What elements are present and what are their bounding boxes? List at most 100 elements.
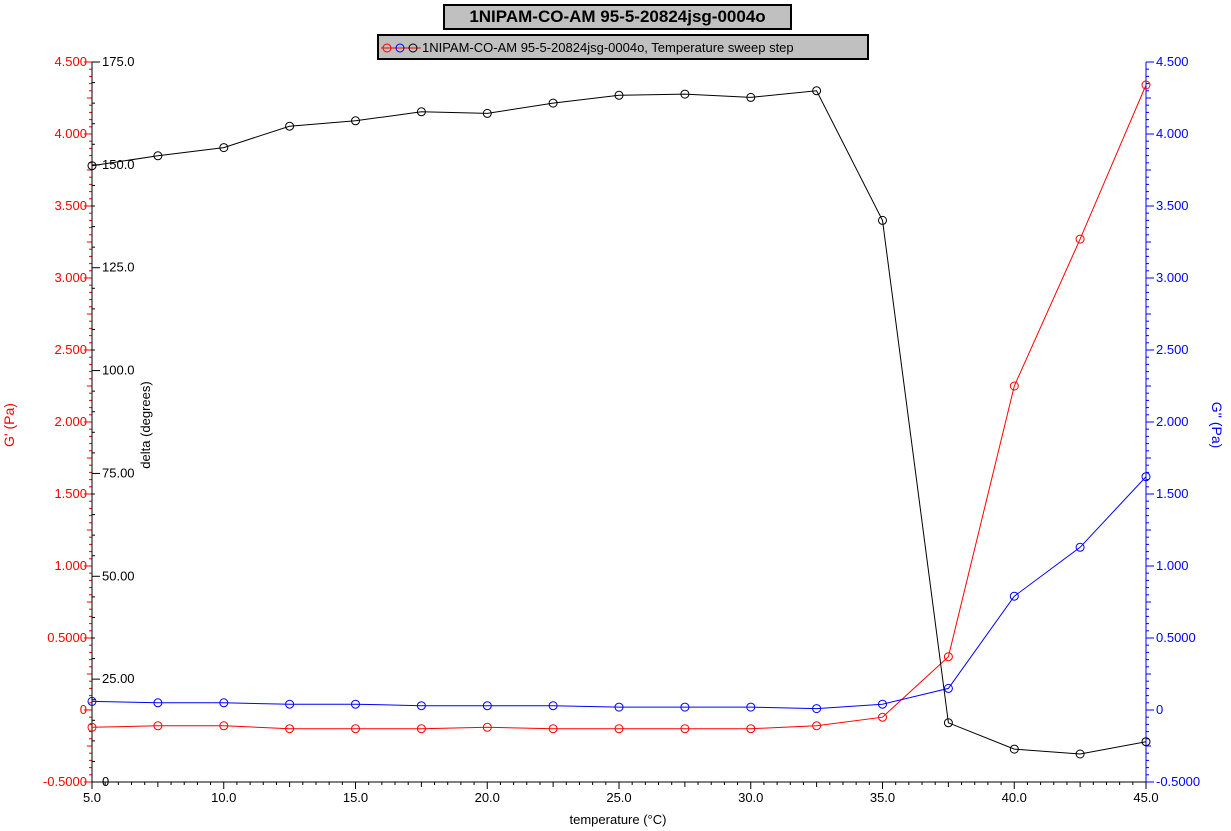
data-point-gdoubleprime — [482, 701, 492, 711]
data-point-delta — [416, 107, 426, 117]
data-point-gprime — [285, 724, 295, 734]
data-point-gprime — [153, 721, 163, 731]
x-tick-label: 45.0 — [1133, 790, 1158, 805]
y-right-tick-label: -0.5000 — [1156, 774, 1200, 789]
y-left-tick-label: 0.5000 — [47, 630, 87, 645]
y-left-tick-label: 0 — [80, 702, 87, 717]
data-point-gdoubleprime — [1009, 591, 1019, 601]
data-point-delta — [87, 161, 97, 171]
y-inner-tick-label: 50.00 — [102, 568, 135, 583]
data-point-delta — [878, 215, 887, 225]
data-point-delta — [1009, 744, 1019, 754]
data-point-gprime — [1009, 381, 1019, 391]
x-tick-label: 30.0 — [738, 790, 763, 805]
y-inner-tick-label: 175.0 — [102, 54, 135, 69]
y-right-tick-label: 2.000 — [1156, 414, 1189, 429]
y-inner-tick-label: 100.0 — [102, 363, 135, 378]
y-right-tick-label: 4.000 — [1156, 126, 1189, 141]
series-line-gdoubleprime — [91, 476, 1147, 710]
chart-title: 1NIPAM-CO-AM 95-5-20824jsg-0004o — [443, 4, 792, 30]
data-point-gprime — [87, 722, 97, 732]
data-point-gdoubleprime — [1075, 542, 1085, 552]
data-point-delta — [153, 151, 163, 161]
y-inner-tick-label: 150.0 — [102, 157, 135, 172]
data-point-delta — [1075, 749, 1085, 759]
x-tick-label: 10.0 — [211, 790, 236, 805]
y-left-tick-label: 1.500 — [54, 486, 87, 501]
y-left-tick-label: 1.000 — [54, 558, 87, 573]
data-point-gprime — [680, 724, 690, 734]
axes: 5.0 10.0 15.0 20.0 25.0 30.0 35.0 40.0 45.0-0.50… — [43, 54, 1200, 805]
series-line-delta — [91, 90, 1147, 755]
y-axis-label-left: G' (Pa) — [1, 403, 17, 447]
y-right-tick-label: 2.500 — [1156, 342, 1189, 357]
data-point-gdoubleprime — [219, 698, 229, 708]
data-point-gprime — [812, 721, 822, 731]
data-point-gdoubleprime — [548, 701, 558, 711]
data-point-gdoubleprime — [285, 699, 295, 709]
y-left-tick-label: 2.500 — [54, 342, 87, 357]
data-point-gprime — [746, 724, 756, 734]
data-point-gprime — [416, 724, 426, 734]
data-point-gprime — [943, 652, 953, 662]
y-left-tick-label: 2.000 — [54, 414, 87, 429]
x-tick-label: 15.0 — [343, 790, 368, 805]
data-point-gdoubleprime — [351, 699, 360, 709]
data-point-gprime — [219, 721, 229, 731]
data-point-gprime — [1141, 80, 1151, 90]
data-point-gprime — [482, 722, 492, 732]
y-right-tick-label: 1.000 — [1156, 558, 1189, 573]
legend-symbol — [381, 43, 421, 53]
data-point-gdoubleprime — [153, 698, 163, 708]
y-right-tick-label: 4.500 — [1156, 54, 1189, 69]
data-point-delta — [548, 98, 558, 108]
y-right-tick-label: 1.500 — [1156, 486, 1189, 501]
y-inner-tick-label: 0 — [102, 774, 109, 789]
data-point-gdoubleprime — [87, 696, 97, 706]
data-point-delta — [614, 90, 624, 100]
x-tick-label: 20.0 — [475, 790, 500, 805]
data-point-gdoubleprime — [943, 683, 953, 693]
y-right-tick-label: 3.000 — [1156, 270, 1189, 285]
y-left-tick-label: 4.500 — [54, 54, 87, 69]
data-point-gprime — [1075, 234, 1085, 244]
data-point-delta — [680, 89, 690, 99]
y-right-tick-label: 0 — [1156, 702, 1163, 717]
x-tick-label: 5.0 — [83, 790, 101, 805]
data-point-gdoubleprime — [812, 704, 822, 714]
data-point-delta — [812, 86, 822, 96]
legend: 1NIPAM-CO-AM 95-5-20824jsg-0004o, Temper… — [377, 34, 869, 60]
y-axis-label-inner: delta (degrees) — [138, 381, 153, 468]
x-tick-label: 40.0 — [1002, 790, 1027, 805]
y-left-tick-label: 3.000 — [54, 270, 87, 285]
data-point-delta — [219, 143, 229, 153]
x-axis-label: temperature (°C) — [570, 812, 667, 827]
y-right-tick-label: 0.5000 — [1156, 630, 1196, 645]
series-line-gprime — [91, 84, 1147, 730]
y-right-tick-label: 3.500 — [1156, 198, 1189, 213]
data-point-delta — [351, 116, 360, 126]
data-point-gdoubleprime — [878, 699, 887, 709]
legend-label: 1NIPAM-CO-AM 95-5-20824jsg-0004o, Temper… — [422, 40, 794, 55]
y-inner-tick-label: 25.00 — [102, 671, 135, 686]
data-point-gdoubleprime — [416, 701, 426, 711]
data-point-gprime — [614, 724, 624, 734]
data-point-gdoubleprime — [1141, 472, 1151, 482]
data-point-gprime — [878, 712, 887, 722]
data-point-delta — [746, 92, 756, 102]
series-layer — [87, 80, 1151, 759]
data-point-gdoubleprime — [746, 702, 756, 712]
data-point-delta — [1141, 737, 1151, 747]
data-point-gdoubleprime — [614, 702, 624, 712]
data-point-delta — [482, 108, 492, 118]
y-left-tick-label: 3.500 — [54, 198, 87, 213]
y-axis-label-right: G'' (Pa) — [1209, 402, 1225, 449]
data-point-delta — [285, 121, 295, 131]
data-point-gdoubleprime — [680, 702, 690, 712]
data-point-gprime — [548, 724, 558, 734]
x-tick-label: 35.0 — [870, 790, 895, 805]
data-point-delta — [943, 718, 953, 728]
x-tick-label: 25.0 — [606, 790, 631, 805]
y-inner-tick-label: 125.0 — [102, 260, 135, 275]
